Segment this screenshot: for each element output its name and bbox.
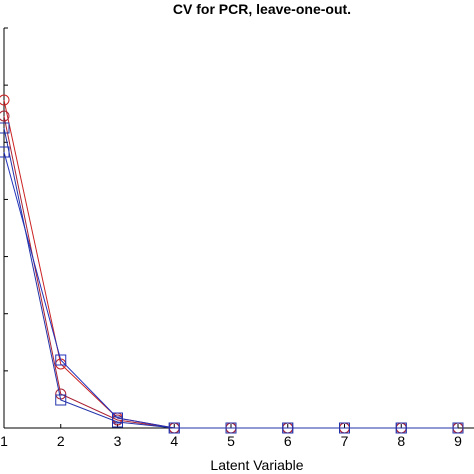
- series-2: [0, 110, 464, 434]
- x-tick-label: 1: [0, 433, 8, 449]
- square-marker: [282, 422, 294, 434]
- circle-marker: [0, 110, 10, 122]
- x-tick-label: 7: [341, 433, 349, 449]
- series-line: [3, 151, 458, 429]
- circle-marker: [0, 94, 10, 106]
- x-tick-label: 9: [454, 433, 462, 449]
- plot-area: 1 2 3 4 5 6 7 8 9: [0, 27, 474, 449]
- series-4: [0, 122, 464, 434]
- x-tick-label: 6: [284, 433, 292, 449]
- square-marker: [0, 122, 10, 134]
- square-marker: [395, 422, 407, 434]
- y-ticks: [4, 27, 8, 429]
- series-1: [0, 94, 464, 434]
- square-marker: [55, 394, 67, 406]
- x-ticks: 1 2 3 4 5 6 7 8 9: [0, 424, 462, 449]
- series-layer: [0, 94, 464, 434]
- square-marker: [339, 422, 350, 434]
- series-line: [3, 127, 458, 429]
- chart-title: CV for PCR, leave-one-out.: [173, 1, 351, 17]
- series-line: [3, 99, 458, 429]
- x-tick-label: 5: [227, 433, 235, 449]
- x-tick-label: 4: [170, 433, 178, 449]
- series-line: [3, 115, 458, 429]
- x-tick-label: 2: [57, 433, 65, 449]
- square-marker: [112, 416, 123, 428]
- square-marker: [55, 354, 67, 366]
- series-3: [0, 146, 464, 434]
- square-marker: [225, 422, 237, 434]
- x-axis-label: Latent Variable: [210, 457, 303, 473]
- x-tick-label: 3: [114, 433, 122, 449]
- x-tick-label: 8: [397, 433, 405, 449]
- square-marker: [168, 422, 180, 434]
- square-marker: [452, 422, 464, 434]
